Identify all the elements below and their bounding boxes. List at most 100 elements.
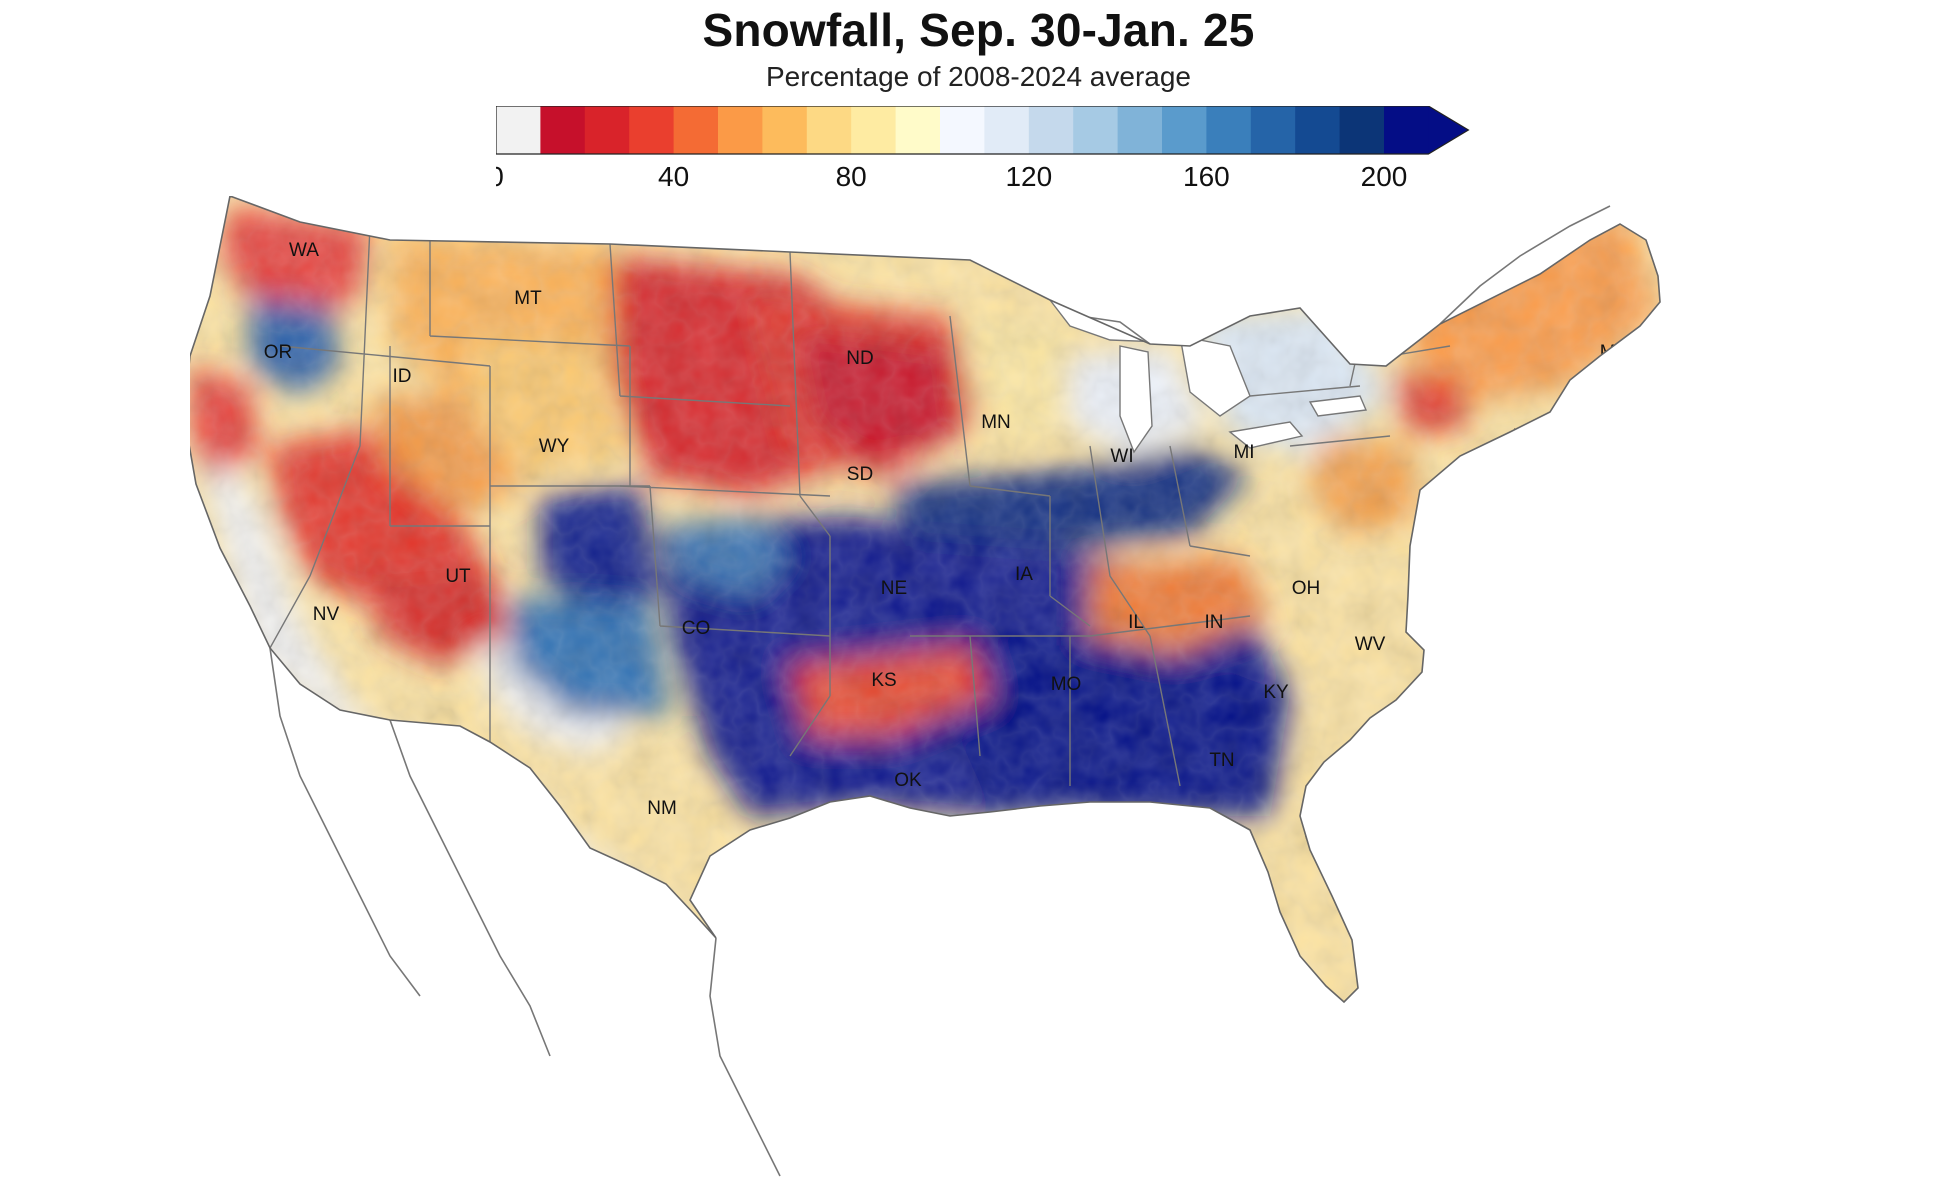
- state-label: MD: [1459, 598, 1489, 619]
- color-legend: 0 40 80 120 160 200: [488, 105, 1476, 198]
- legend-swatch: [1117, 106, 1163, 154]
- border-south-1: [910, 615, 1251, 787]
- state-label: NV: [313, 604, 340, 625]
- state-label: OK: [894, 770, 922, 791]
- legend-swatch: [718, 106, 763, 154]
- state-label: KY: [1263, 682, 1289, 703]
- border-midwest-1: [949, 315, 1091, 627]
- lake-erie: [1228, 421, 1304, 449]
- legend-tick-label: 160: [1183, 161, 1230, 192]
- legend-swatch: [629, 106, 675, 154]
- state-label: VT: [1514, 426, 1539, 447]
- legend-swatch: [984, 106, 1030, 154]
- state-label: DE: [1491, 608, 1517, 629]
- legend-swatch: [540, 106, 586, 154]
- border-plains-1: [609, 243, 831, 637]
- state-label: SC: [1373, 792, 1399, 813]
- lake-huron: [1179, 335, 1251, 417]
- state-label: VA: [1430, 662, 1454, 683]
- state-label: CT: [1541, 500, 1567, 521]
- state-label: LA: [1044, 916, 1068, 937]
- state-label: NH: [1548, 432, 1575, 453]
- border-west-1: [269, 225, 491, 649]
- state-label: WV: [1355, 634, 1386, 655]
- legend-tick-label: 80: [836, 161, 867, 192]
- legend-tick-label: 200: [1361, 161, 1408, 192]
- map-texture: [190, 196, 1660, 1002]
- legend-swatch: [762, 106, 808, 154]
- legend-swatch: [1339, 106, 1385, 154]
- state-label: OR: [264, 342, 293, 363]
- border-east-1: [1249, 295, 1451, 447]
- legend-tick-label: 0: [496, 161, 504, 192]
- mexico-coastline: [389, 719, 551, 1057]
- state-label: WY: [539, 436, 570, 457]
- legend-arrow: [1428, 106, 1469, 154]
- state-label: MI: [1233, 442, 1254, 463]
- legend-swatch: [1295, 106, 1341, 154]
- legend-swatch: [940, 106, 985, 154]
- state-label: SD: [847, 464, 873, 485]
- legend-swatch: [584, 106, 630, 154]
- border-mountain-2: [429, 236, 650, 487]
- border-midwest-2: [1089, 445, 1251, 637]
- legend-swatch: [1073, 106, 1119, 154]
- legend-swatch: [1162, 106, 1207, 154]
- map-subtitle: Percentage of 2008-2024 average: [766, 61, 1191, 92]
- state-label: TX: [846, 920, 871, 941]
- state-borders: [269, 225, 1451, 787]
- canada-shore: [1439, 205, 1611, 325]
- state-label: AL: [1210, 862, 1233, 883]
- state-label: AR: [1043, 806, 1069, 827]
- state-label: TN: [1209, 750, 1234, 771]
- border-plains-2: [789, 251, 831, 757]
- state-label: KS: [871, 670, 896, 691]
- state-label: IN: [1205, 612, 1224, 633]
- state-label: CO: [682, 618, 711, 639]
- state-label: FL: [1389, 1010, 1411, 1031]
- map-title: Snowfall, Sep. 30-Jan. 25: [702, 4, 1255, 56]
- state-label: MN: [981, 412, 1011, 433]
- state-label: CA: [233, 646, 260, 667]
- legend-swatch: [1384, 106, 1429, 154]
- state-label: PA: [1436, 538, 1460, 559]
- state-label: NC: [1418, 732, 1445, 753]
- snowfall-map: WA OR CA ID NV MT WY UT AZ CO NM ND SD N…: [190, 196, 1910, 1202]
- us-map-svg: WA OR CA ID NV MT WY UT AZ CO NM ND SD N…: [190, 196, 1661, 1177]
- legend-swatch: [851, 106, 897, 154]
- legend-swatch: [1250, 106, 1296, 154]
- state-label: UT: [445, 566, 471, 587]
- state-label: NE: [881, 578, 907, 599]
- state-label: RI: [1569, 490, 1588, 511]
- baja-coastline: [269, 647, 421, 997]
- state-label: WA: [289, 240, 319, 261]
- state-label: MA: [1552, 472, 1581, 493]
- state-label: ID: [393, 366, 412, 387]
- legend-border: [495, 105, 1470, 155]
- state-label: ND: [846, 348, 873, 369]
- gulf-coast-mexico: [709, 937, 781, 1177]
- state-label: IA: [1015, 564, 1033, 585]
- legend-swatch: [673, 106, 719, 154]
- state-label: DC: [1438, 616, 1465, 637]
- state-label: MS: [1136, 870, 1165, 891]
- legend-swatch: [496, 106, 541, 154]
- state-label: AZ: [394, 788, 419, 809]
- state-label: WI: [1110, 446, 1133, 467]
- state-label: NM: [647, 798, 677, 819]
- state-label: IL: [1128, 612, 1144, 633]
- state-label: OH: [1292, 578, 1321, 599]
- state-label: MO: [1051, 674, 1082, 695]
- state-label: MT: [514, 288, 542, 309]
- legend-tick-label: 120: [1005, 161, 1052, 192]
- state-label: NY: [1469, 492, 1496, 513]
- legend-swatch: [1206, 106, 1252, 154]
- lake-ontario: [1308, 395, 1368, 417]
- border-mountain-1: [389, 346, 491, 742]
- lake-michigan: [1119, 345, 1153, 454]
- legend-swatch: [806, 106, 852, 154]
- legend-tick-label: 40: [658, 161, 689, 192]
- legend-colorbar: 0 40 80 120 160 200: [488, 105, 1470, 192]
- state-label: NJ: [1502, 538, 1525, 559]
- legend-swatch: [895, 106, 941, 154]
